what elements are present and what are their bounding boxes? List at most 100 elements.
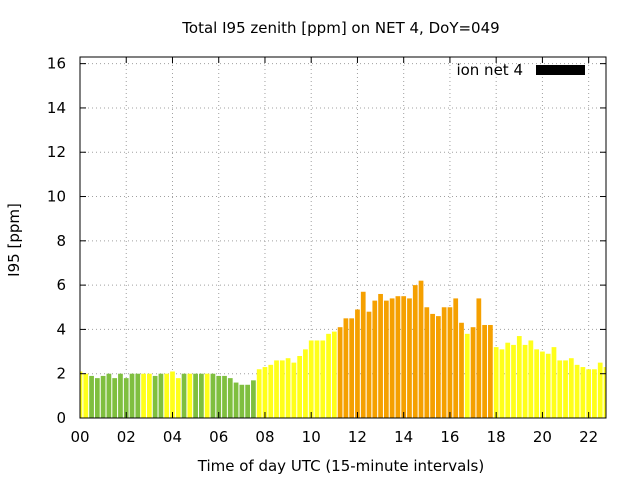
- x-tick-label: 16: [440, 428, 459, 446]
- y-tick-label: 2: [56, 365, 66, 383]
- x-tick-label: 00: [70, 428, 89, 446]
- chart-title: Total I95 zenith [ppm] on NET 4, DoY=049: [181, 19, 499, 37]
- bar: [222, 375, 227, 418]
- bar: [331, 331, 337, 418]
- bar: [308, 340, 314, 418]
- y-tick-label: 14: [47, 99, 66, 117]
- bar: [297, 355, 303, 418]
- y-tick-label: 10: [47, 188, 66, 206]
- bar: [505, 342, 511, 418]
- bar: [89, 375, 94, 418]
- bar: [568, 358, 574, 418]
- bar: [592, 369, 597, 418]
- bar: [459, 322, 464, 418]
- bar: [516, 336, 522, 418]
- bar: [574, 364, 580, 418]
- bar: [603, 367, 606, 418]
- y-tick-label: 8: [56, 232, 66, 250]
- bar: [181, 373, 187, 418]
- bar: [493, 347, 499, 418]
- bar: [563, 360, 568, 418]
- bar: [349, 318, 355, 418]
- bar: [436, 316, 441, 418]
- x-tick-label: 12: [348, 428, 367, 446]
- bar: [170, 371, 175, 418]
- bar: [534, 349, 540, 418]
- bar: [83, 373, 89, 418]
- bar: [193, 373, 198, 418]
- bar: [233, 382, 239, 418]
- bar: [164, 373, 170, 418]
- bar: [262, 367, 268, 418]
- legend: ion net 4: [456, 61, 585, 79]
- bar: [227, 378, 233, 418]
- bar: [412, 285, 418, 418]
- bar: [337, 327, 343, 418]
- bar: [204, 373, 210, 418]
- bar: [106, 373, 112, 418]
- plot-frame: [79, 56, 607, 419]
- bar: [545, 353, 551, 418]
- bar: [557, 360, 563, 418]
- x-axis-label: Time of day UTC (15-minute intervals): [197, 457, 484, 475]
- y-tick-label: 4: [56, 320, 66, 338]
- bar: [135, 373, 141, 418]
- legend-swatch: [536, 65, 585, 75]
- bar: [100, 375, 106, 418]
- bar: [441, 307, 447, 418]
- bar: [355, 309, 360, 418]
- bar: [488, 324, 493, 418]
- bar: [251, 380, 256, 418]
- x-tick-label: 22: [579, 428, 598, 446]
- bar: [187, 373, 193, 418]
- bar: [499, 349, 505, 418]
- x-tick-label: 10: [302, 428, 321, 446]
- bar: [366, 311, 372, 418]
- bar: [320, 340, 326, 418]
- bar: [453, 298, 459, 418]
- bar: [389, 298, 395, 418]
- legend-label: ion net 4: [456, 61, 523, 79]
- bar: [464, 333, 470, 418]
- bars: [80, 280, 606, 418]
- x-tick-label: 02: [117, 428, 136, 446]
- bar: [268, 364, 274, 418]
- bar: [112, 378, 118, 418]
- x-tick-label: 04: [163, 428, 182, 446]
- bar: [291, 362, 297, 418]
- bar: [418, 280, 424, 418]
- bar: [447, 307, 453, 418]
- bar: [424, 307, 430, 418]
- bar: [470, 327, 476, 418]
- bar: [383, 300, 389, 418]
- bar: [528, 340, 534, 418]
- bar: [141, 373, 146, 418]
- y-tick-label: 6: [56, 276, 66, 294]
- bar: [94, 378, 100, 418]
- bar: [476, 298, 482, 418]
- bar: [239, 384, 245, 418]
- x-tick-label: 14: [394, 428, 413, 446]
- bar: [522, 344, 528, 418]
- bar: [395, 296, 401, 418]
- bar: [540, 351, 545, 418]
- bar: [216, 375, 222, 418]
- x-tick-label: 20: [533, 428, 552, 446]
- bar: [118, 373, 123, 418]
- y-axis-label: I95 [ppm]: [5, 203, 23, 277]
- bar: [274, 360, 279, 418]
- bar: [146, 373, 152, 418]
- bar: [279, 360, 285, 418]
- bar: [580, 367, 586, 418]
- y-tick-label: 12: [47, 143, 66, 161]
- bar: [80, 371, 83, 418]
- bar: [210, 373, 216, 418]
- x-tick-label: 08: [255, 428, 274, 446]
- bar: [551, 347, 557, 418]
- bar: [586, 369, 592, 418]
- bar: [158, 373, 164, 418]
- bar: [360, 291, 366, 418]
- bar: [152, 375, 158, 418]
